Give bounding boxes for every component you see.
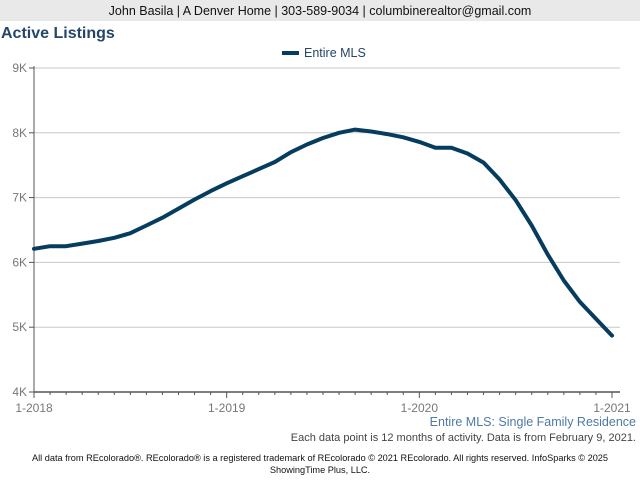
y-tick-label: 9K [12, 61, 27, 75]
x-tick-label: 1-2020 [401, 401, 439, 415]
chart-title: Active Listings [1, 25, 115, 42]
x-tick-label: 1-2021 [593, 401, 631, 415]
footer-line-2: ShowingTime Plus, LLC. [269, 465, 371, 475]
copyright-footer: All data from REcolorado®. REcolorado® i… [0, 452, 640, 476]
contact-header: John Basila | A Denver Home | 303-589-90… [0, 0, 640, 21]
chart-subtitle: Entire MLS: Single Family Residence [429, 415, 636, 429]
chart-note: Each data point is 12 months of activity… [290, 432, 636, 444]
y-tick-label: 4K [12, 385, 27, 399]
contact-text: John Basila | A Denver Home | 303-589-90… [108, 3, 532, 18]
x-tick-label: 1-2019 [208, 401, 246, 415]
x-tick-label: 1-2018 [15, 401, 53, 415]
y-tick-label: 6K [12, 255, 27, 269]
footer-line-1: All data from REcolorado®. REcolorado® i… [31, 453, 609, 463]
legend-swatch [282, 51, 299, 55]
chart-legend[interactable]: Entire MLS [282, 46, 366, 60]
legend-label: Entire MLS [304, 46, 366, 60]
y-tick-label: 5K [12, 320, 27, 334]
series-line-entire-mls [32, 127, 614, 338]
y-tick-label: 7K [12, 191, 27, 205]
y-tick-label: 8K [12, 126, 27, 140]
